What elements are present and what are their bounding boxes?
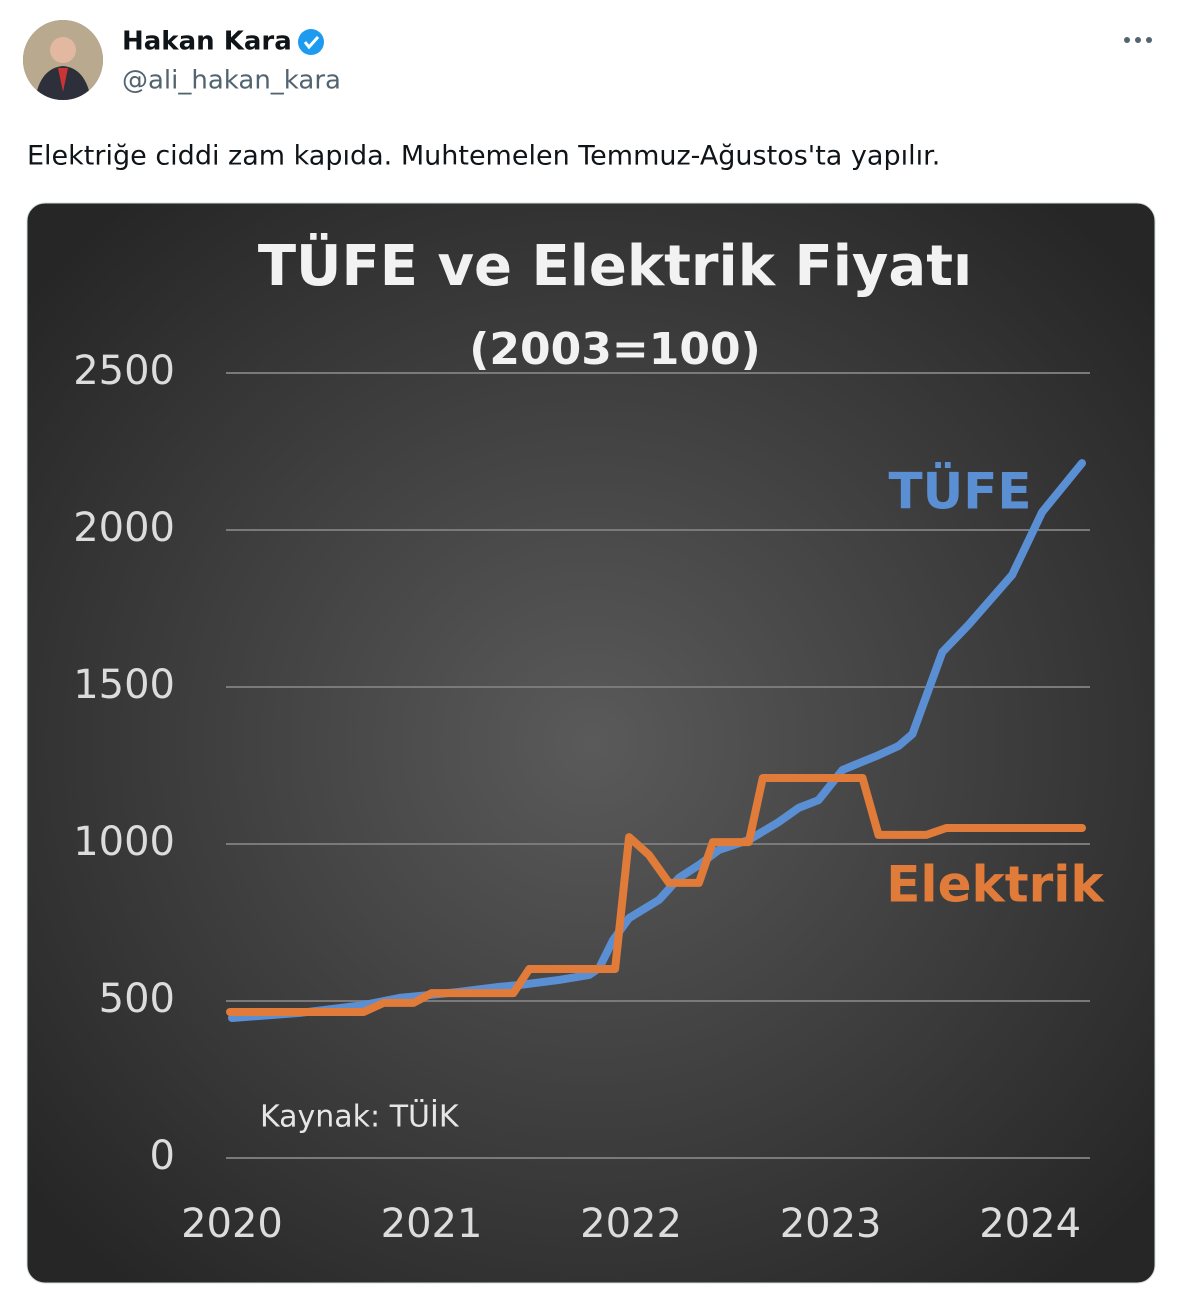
chart-subtitle: (2003=100) <box>469 324 760 375</box>
series-line <box>225 774 1087 1016</box>
x-tick-label: 2024 <box>979 1201 1081 1247</box>
y-tick-label: 0 <box>150 1133 175 1179</box>
x-tick-label: 2020 <box>181 1201 283 1247</box>
chart-title: TÜFE ve Elektrik Fiyatı <box>258 234 972 299</box>
series-label: Elektrik <box>886 856 1105 914</box>
x-tick-label: 2023 <box>780 1201 882 1247</box>
y-tick-label: 2500 <box>73 348 175 394</box>
handle[interactable]: @ali_hakan_kara <box>122 66 341 96</box>
avatar[interactable] <box>23 20 103 100</box>
y-tick-label: 1500 <box>73 662 175 708</box>
tweet-text: Elektriğe ciddi zam kapıda. Muhtemelen T… <box>27 141 940 172</box>
source-note: Kaynak: TÜİK <box>260 1099 460 1135</box>
y-tick-label: 500 <box>99 976 175 1022</box>
x-tick-label: 2022 <box>580 1201 682 1247</box>
series-label: TÜFE <box>888 462 1031 521</box>
verified-badge <box>298 29 324 55</box>
x-tick-label: 2021 <box>381 1201 483 1247</box>
more-button[interactable] <box>1124 37 1152 43</box>
y-tick-label: 2000 <box>73 505 175 551</box>
y-tick-label: 1000 <box>73 819 175 865</box>
author-name[interactable]: Hakan Kara <box>122 27 292 57</box>
chart: TÜFE ve Elektrik Fiyatı (2003=100) Kayna… <box>73 234 1105 1247</box>
